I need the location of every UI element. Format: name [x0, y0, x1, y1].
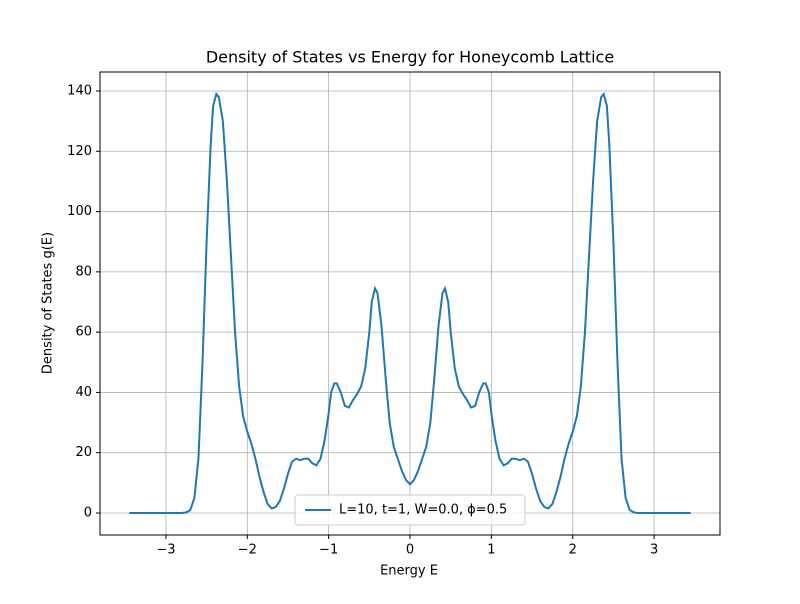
x-tick-label: −1 — [319, 543, 338, 558]
x-axis-label: Energy E — [380, 564, 438, 579]
x-tick-label: −3 — [156, 543, 175, 558]
x-tick-label: 0 — [406, 543, 414, 558]
legend: L=10, t=1, W=0.0, ϕ=0.5 — [294, 494, 526, 526]
chart-title: Density of States vs Energy for Honeycom… — [206, 48, 614, 67]
y-tick-label: 40 — [75, 385, 92, 400]
y-tick-label: 20 — [75, 445, 92, 460]
x-tick-label: 2 — [569, 543, 577, 558]
legend-label: L=10, t=1, W=0.0, ϕ=0.5 — [339, 503, 507, 518]
y-tick-label: 140 — [67, 83, 92, 98]
x-tick-label: 3 — [650, 543, 658, 558]
y-tick-label: 120 — [67, 144, 92, 159]
legend-box — [294, 494, 526, 526]
data-line — [129, 91, 691, 514]
axes-frame — [99, 71, 721, 536]
y-tick-label: 100 — [67, 204, 92, 219]
y-tick-label: 0 — [84, 505, 92, 520]
x-tick-label: 1 — [487, 543, 495, 558]
y-tick-label: 80 — [75, 264, 92, 279]
y-tick-label: 60 — [75, 325, 92, 340]
y-axis-label: Density of States g(E) — [41, 232, 56, 374]
x-tick-label: −2 — [238, 543, 257, 558]
